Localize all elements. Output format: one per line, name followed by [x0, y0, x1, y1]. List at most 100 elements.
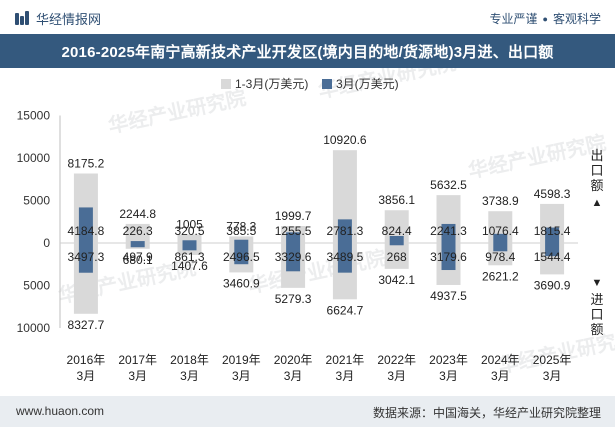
data-label-cumulative-export: 778.3 — [226, 219, 256, 233]
footer-source: 数据来源：中国海关，华经产业研究院整理 — [372, 406, 601, 420]
data-label-march-export: 226.3 — [123, 224, 153, 238]
tagline-dot-icon: ● — [542, 13, 548, 24]
bar-march-export — [78, 207, 93, 243]
upper-axis-label-char: 口 — [590, 163, 603, 178]
x-tick-label-year: 2024年 — [481, 353, 520, 367]
data-label-cumulative-import: 3690.9 — [534, 278, 571, 292]
bar-march-import — [234, 243, 249, 265]
x-tick-label-month: 3月 — [336, 369, 355, 383]
footer-url[interactable]: www.huaon.com — [16, 404, 105, 418]
data-label-march-export: 385.5 — [226, 224, 256, 238]
brand[interactable]: 华经情报网 — [14, 9, 101, 28]
data-label-march-export: 4184.8 — [68, 224, 105, 238]
upper-axis-label-char: 出 — [590, 148, 603, 163]
x-tick-label-month: 3月 — [180, 369, 199, 383]
footer: www.huaon.com 数据来源：中国海关，华经产业研究院整理 — [0, 396, 615, 427]
bar-march-import — [78, 243, 93, 273]
data-label-cumulative-export: 8175.2 — [68, 157, 105, 171]
tagline-left: 专业严谨 — [489, 12, 538, 26]
data-label-march-export: 824.4 — [382, 224, 412, 238]
bar-march-import — [389, 243, 404, 246]
bar-march-export — [493, 233, 508, 243]
y-tick-label: 0 — [43, 236, 50, 250]
y-tick-label: 5000 — [23, 194, 50, 208]
data-label-march-import: 497.9 — [123, 250, 153, 264]
bar-march-export — [337, 219, 352, 243]
x-tick-label-month: 3月 — [439, 369, 458, 383]
upper-axis-label-char: 额 — [590, 178, 603, 193]
bar-cumulative-export — [177, 234, 202, 243]
data-label-cumulative-import: 8327.7 — [68, 318, 105, 332]
data-label-cumulative-import: 1407.6 — [171, 259, 208, 273]
x-tick-label-month: 3月 — [77, 369, 96, 383]
lower-axis-label-char: 进 — [590, 292, 603, 307]
watermark-text: 华经产业研究院 — [106, 85, 248, 138]
x-tick-label-month: 3月 — [491, 369, 510, 383]
data-label-cumulative-import: 5279.3 — [275, 292, 312, 306]
bar-march-import — [182, 243, 197, 251]
legend-label-march: 3月(万美元) — [336, 77, 399, 91]
legend-label-cumulative: 1-3月(万美元) — [235, 77, 308, 91]
data-label-cumulative-import: 6624.7 — [327, 303, 364, 317]
bar-march-import — [545, 243, 560, 257]
y-tick-label: 15000 — [17, 109, 51, 123]
data-label-march-export: 2781.3 — [327, 224, 364, 238]
legend-swatch-cumulative — [221, 79, 231, 89]
data-label-march-import: 1544.4 — [534, 250, 571, 264]
bar-march-import — [130, 243, 145, 248]
data-label-march-export: 1255.5 — [275, 224, 312, 238]
down-arrow-icon: ▼ — [592, 277, 603, 289]
data-label-march-export: 1076.4 — [482, 224, 519, 238]
x-tick-label-year: 2018年 — [170, 353, 209, 367]
bar-chart-logo-icon — [14, 10, 30, 27]
legend-swatch-march — [322, 79, 332, 89]
x-tick-label-month: 3月 — [284, 369, 303, 383]
bar-march-export — [545, 227, 560, 243]
x-tick-label-year: 2025年 — [533, 353, 572, 367]
data-label-cumulative-export: 10920.6 — [323, 133, 367, 147]
x-tick-label-year: 2017年 — [118, 353, 157, 367]
top-bar: 华经情报网 专业严谨 ● 客观科学 — [0, 0, 615, 34]
lower-axis-label-char: 口 — [590, 307, 603, 322]
data-label-cumulative-import: 680.1 — [123, 253, 153, 267]
x-tick-label-year: 2021年 — [326, 353, 365, 367]
brand-name: 华经情报网 — [36, 12, 102, 27]
data-label-march-import: 3179.6 — [430, 250, 467, 264]
bar-march-import — [493, 243, 508, 252]
lower-axis-label-char: 额 — [590, 322, 603, 337]
data-label-cumulative-import: 3042.1 — [378, 273, 415, 287]
data-label-cumulative-export: 5632.5 — [430, 178, 467, 192]
data-label-cumulative-import: 4937.5 — [430, 289, 467, 303]
data-label-march-import: 3329.6 — [275, 250, 312, 264]
x-tick-label-month: 3月 — [543, 369, 562, 383]
bar-march-export — [286, 232, 301, 243]
data-label-march-export: 2241.3 — [430, 224, 467, 238]
x-tick-label-year: 2023年 — [429, 353, 468, 367]
data-label-march-import: 2496.5 — [223, 250, 260, 264]
watermark-text: 华经产业研究院 — [466, 130, 608, 183]
bar-march-export — [234, 239, 249, 243]
bar-cumulative-export — [125, 223, 150, 243]
data-label-cumulative-export: 3738.9 — [482, 194, 519, 208]
data-label-march-export: 1815.4 — [534, 224, 571, 238]
data-label-march-import: 268 — [387, 250, 407, 264]
data-label-march-import: 3497.3 — [68, 250, 105, 264]
data-label-cumulative-export: 1999.7 — [275, 209, 312, 223]
x-tick-label-month: 3月 — [128, 369, 147, 383]
bar-march-export — [441, 223, 456, 243]
y-tick-label: 10000 — [17, 321, 51, 335]
data-label-cumulative-export: 2244.8 — [119, 207, 156, 221]
data-label-cumulative-export: 1005 — [176, 217, 203, 231]
chart-title: 2016-2025年南宁高新技术产业开发区(境内目的地/货源地)3月进、出口额 — [0, 34, 615, 68]
bar-cumulative-export — [229, 236, 254, 243]
data-label-march-import: 861.3 — [174, 250, 204, 264]
watermark-text: 华经产业研究院 — [246, 245, 388, 298]
x-tick-label-year: 2020年 — [274, 353, 313, 367]
data-label-march-import: 3489.5 — [327, 250, 364, 264]
bar-march-import — [441, 243, 456, 271]
bar-cumulative-import — [384, 243, 409, 269]
x-tick-label-year: 2022年 — [377, 353, 416, 367]
bar-march-export — [389, 235, 404, 243]
data-label-march-import: 978.4 — [485, 250, 515, 264]
